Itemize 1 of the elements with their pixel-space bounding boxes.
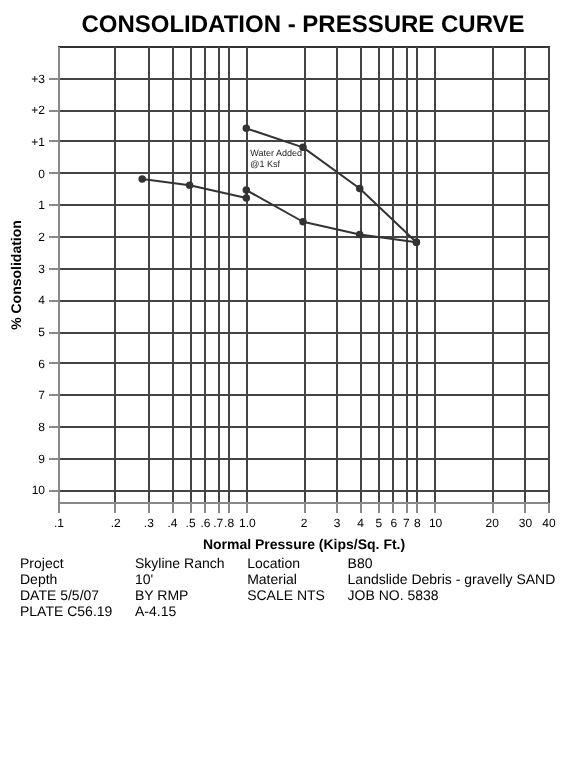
chart-title: CONSOLIDATION - PRESSURE CURVE	[81, 10, 525, 38]
